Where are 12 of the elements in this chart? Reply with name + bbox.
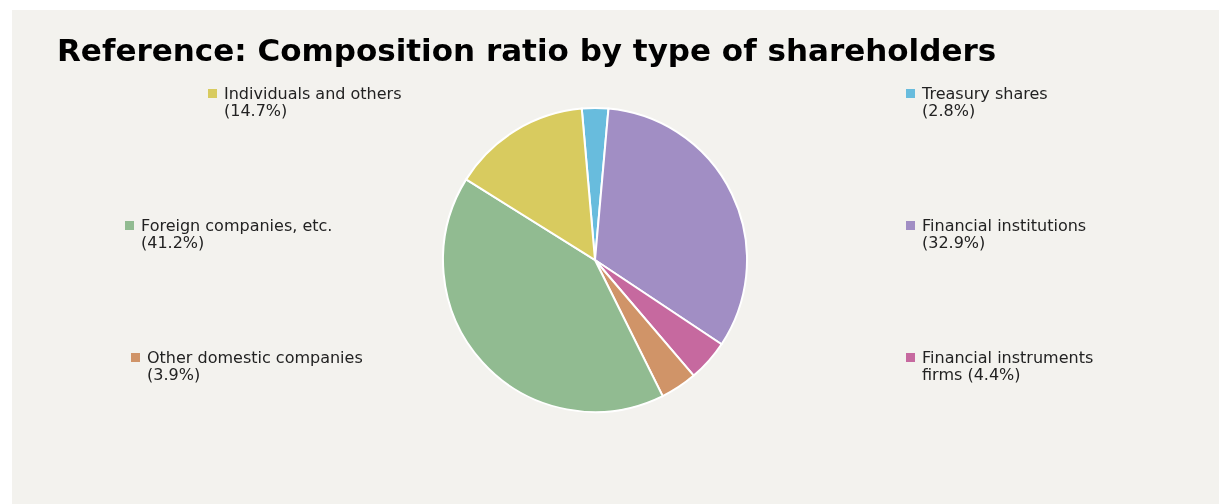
legend-label: Financial instruments firms (4.4%) — [922, 348, 1094, 384]
legend-label: Financial institutions — [922, 216, 1087, 235]
data-label: (3.9%) — [147, 365, 201, 384]
chart-title: Reference: Composition ratio by type of shareholders — [57, 32, 997, 68]
data-label: (2.8%) — [922, 101, 976, 120]
data-label: (14.7%) — [224, 101, 288, 120]
legend-label: Treasury shares — [921, 84, 1048, 103]
legend-label: Other domestic companies — [147, 348, 363, 367]
legend-label: Individuals and others — [224, 84, 402, 103]
data-label: (41.2%) — [141, 233, 205, 252]
legend-label: Foreign companies, etc. — [141, 216, 333, 235]
data-label: (32.9%) — [922, 233, 986, 252]
